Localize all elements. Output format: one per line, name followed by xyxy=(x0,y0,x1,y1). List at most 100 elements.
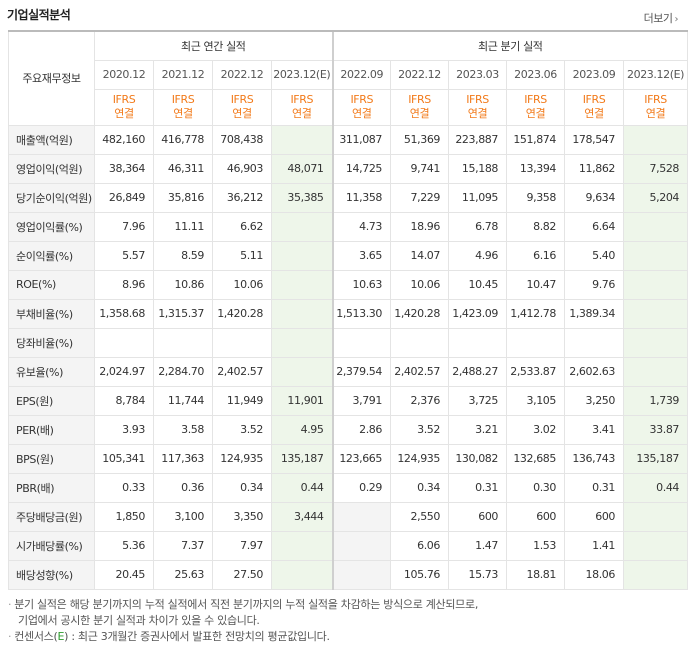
quarterly-value-cell: 136,743 xyxy=(564,443,625,474)
footnote-1: · 분기 실적은 해당 분기까지의 누적 실적에서 직전 분기까지의 누적 실적을… xyxy=(8,598,479,611)
annual-value-cell: 35,816 xyxy=(153,182,213,213)
ifrs-header: IFRS 연결 xyxy=(564,88,625,126)
quarterly-value-cell: 3.02 xyxy=(506,414,566,445)
quarterly-value-cell: 2,379.54 xyxy=(331,356,392,387)
quarterly-value-cell: 5,204 xyxy=(623,182,689,213)
quarterly-value-cell: 13,394 xyxy=(506,153,566,184)
annual-value-cell: 7.96 xyxy=(94,211,154,242)
quarterly-value-cell: 600 xyxy=(564,501,625,532)
period-header: 2023.06 xyxy=(506,59,566,90)
quarterly-value-cell: 132,685 xyxy=(506,443,566,474)
table-row: 당기순이익(억원) 26,849 35,816 36,212 35,385 11,358 7… xyxy=(8,182,689,213)
row-label: 순이익률(%) xyxy=(8,240,95,271)
consolidated-label: 연결 xyxy=(292,107,312,120)
consolidated-label: 연결 xyxy=(584,107,604,120)
annual-value-cell xyxy=(270,559,334,590)
annual-value-cell: 7.97 xyxy=(212,530,272,561)
row-label: 당기순이익(억원) xyxy=(8,182,95,213)
table-row: 영업이익률(%) 7.96 11.11 6.62 4.73 18.96 6.78 8.82 6.… xyxy=(8,211,689,242)
quarterly-value-cell: 15.73 xyxy=(448,559,508,590)
chevron-right-icon: › xyxy=(674,14,679,25)
quarterly-value-cell: 2,402.57 xyxy=(390,356,450,387)
annual-value-cell: 20.45 xyxy=(94,559,154,590)
annual-value-cell xyxy=(270,298,334,329)
annual-value-cell: 48,071 xyxy=(270,153,334,184)
footnote-2-prefix: 컨센서스( xyxy=(14,630,58,643)
ifrs-label: IFRS xyxy=(582,93,606,106)
annual-value-cell: 6.62 xyxy=(212,211,272,242)
quarterly-value-cell xyxy=(623,356,689,387)
consolidated-label: 연결 xyxy=(173,107,193,120)
annual-value-cell: 46,311 xyxy=(153,153,213,184)
annual-value-cell: 10.06 xyxy=(212,269,272,300)
more-link[interactable]: 더보기 › xyxy=(644,10,679,26)
annual-value-cell: 5.11 xyxy=(212,240,272,271)
ifrs-label: IFRS xyxy=(290,93,314,106)
quarterly-value-cell xyxy=(331,501,392,532)
annual-value-cell: 5.57 xyxy=(94,240,154,271)
annual-value-cell: 0.34 xyxy=(212,472,272,503)
quarterly-value-cell: 2,533.87 xyxy=(506,356,566,387)
quarterly-value-cell: 3.52 xyxy=(390,414,450,445)
quarterly-value-cell xyxy=(623,124,689,155)
ifrs-header: IFRS 연결 xyxy=(506,88,566,126)
quarterly-value-cell: 10.45 xyxy=(448,269,508,300)
annual-value-cell xyxy=(270,530,334,561)
annual-value-cell: 105,341 xyxy=(94,443,154,474)
annual-value-cell xyxy=(212,327,272,358)
quarterly-value-cell: 2,488.27 xyxy=(448,356,508,387)
quarterly-value-cell: 0.44 xyxy=(623,472,689,503)
annual-value-cell: 117,363 xyxy=(153,443,213,474)
footnote-2-suffix: ) : 최근 3개월간 증권사에서 발표한 전망치의 평균값입니다. xyxy=(64,630,330,643)
ifrs-header: IFRS 연결 xyxy=(270,88,334,126)
table-row: 배당성향(%) 20.45 25.63 27.50 105.76 15.73 18.81 18… xyxy=(8,559,689,590)
annual-value-cell: 25.63 xyxy=(153,559,213,590)
header-row-ifrs: IFRS 연결 IFRS 연결 IFRS 연결 IFRS 연결 IFRS 연결 IFRS 연결 IFRS… xyxy=(9,88,689,126)
annual-value-cell xyxy=(270,240,334,271)
table-row: 부채비율(%) 1,358.68 1,315.37 1,420.28 1,513.30 1… xyxy=(8,298,689,329)
ifrs-header: IFRS 연결 xyxy=(390,88,450,126)
header-row-periods: 2020.12 2021.12 2022.12 2023.12(E) 2022.09 20… xyxy=(9,59,689,90)
quarterly-value-cell xyxy=(506,327,566,358)
financial-table: 주요재무정보 최근 연간 실적 최근 분기 실적 2020.12 2021.12 2… xyxy=(8,30,689,590)
quarterly-value-cell: 1,513.30 xyxy=(331,298,392,329)
consolidated-label: 연결 xyxy=(232,107,252,120)
section-title: 기업실적분석 xyxy=(7,8,71,22)
annual-value-cell: 416,778 xyxy=(153,124,213,155)
annual-value-cell: 8.59 xyxy=(153,240,213,271)
annual-value-cell: 0.33 xyxy=(94,472,154,503)
quarterly-value-cell: 2.86 xyxy=(331,414,392,445)
annual-value-cell: 124,935 xyxy=(212,443,272,474)
row-label: 매출액(억원) xyxy=(8,124,95,155)
ifrs-label: IFRS xyxy=(408,93,431,106)
period-header: 2020.12 xyxy=(94,59,154,90)
quarterly-value-cell xyxy=(390,327,450,358)
period-header: 2022.12 xyxy=(390,59,450,90)
quarterly-value-cell: 11,862 xyxy=(564,153,625,184)
annual-value-cell: 3,444 xyxy=(270,501,334,532)
annual-value-cell: 11,901 xyxy=(270,385,334,416)
row-label: 시가배당률(%) xyxy=(8,530,95,561)
annual-value-cell: 708,438 xyxy=(212,124,272,155)
quarterly-value-cell: 0.29 xyxy=(331,472,392,503)
annual-value-cell: 27.50 xyxy=(212,559,272,590)
table-row: 유보율(%) 2,024.97 2,284.70 2,402.57 2,379.54 2,… xyxy=(8,356,689,387)
table-row: 영업이익(억원) 38,364 46,311 46,903 48,071 14,725 9,… xyxy=(8,153,689,184)
row-label: 영업이익률(%) xyxy=(8,211,95,242)
row-label: 주당배당금(원) xyxy=(8,501,95,532)
footnote-1-line-1: 분기 실적은 해당 분기까지의 누적 실적에서 직전 분기까지의 누적 실적을 … xyxy=(14,598,479,611)
ifrs-header: IFRS 연결 xyxy=(94,88,154,126)
period-header: 2021.12 xyxy=(153,59,213,90)
quarterly-value-cell: 18.06 xyxy=(564,559,625,590)
quarterly-value-cell: 124,935 xyxy=(390,443,450,474)
quarterly-value-cell: 3.41 xyxy=(564,414,625,445)
annual-value-cell: 5.36 xyxy=(94,530,154,561)
quarterly-value-cell: 223,887 xyxy=(448,124,508,155)
row-label: ROE(%) xyxy=(8,269,95,300)
quarterly-value-cell: 3,105 xyxy=(506,385,566,416)
annual-value-cell: 11,744 xyxy=(153,385,213,416)
quarterly-value-cell: 6.16 xyxy=(506,240,566,271)
ifrs-label: IFRS xyxy=(230,93,254,106)
footnote-2: · 컨센서스(E) : 최근 3개월간 증권사에서 발표한 전망치의 평균값입니다… xyxy=(8,630,330,643)
quarterly-value-cell: 7,229 xyxy=(390,182,450,213)
